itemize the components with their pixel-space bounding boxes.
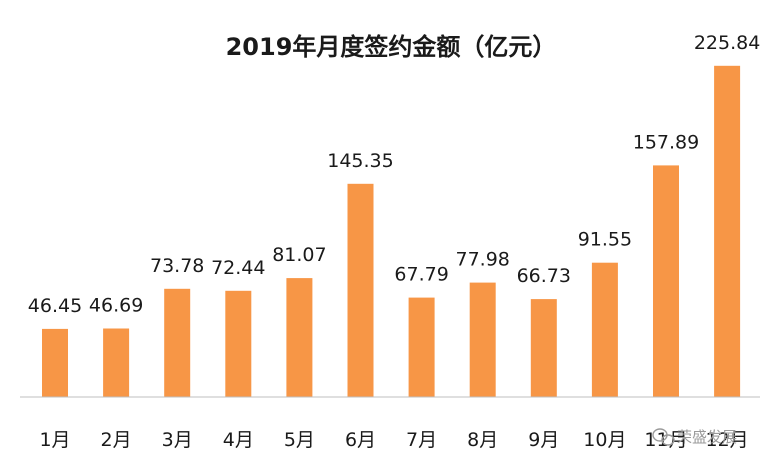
bar-9 xyxy=(530,299,557,397)
value-label-4: 72.44 xyxy=(211,257,265,279)
value-label-1: 46.45 xyxy=(28,295,82,317)
x-tick-label-3: 3月 xyxy=(162,429,193,451)
watermark-text: 荣盛发展 xyxy=(677,428,737,446)
x-tick-label-9: 9月 xyxy=(528,429,559,451)
value-label-11: 157.89 xyxy=(633,131,699,153)
bar-1 xyxy=(42,328,68,397)
bar-7 xyxy=(408,297,435,397)
x-tick-label-1: 1月 xyxy=(39,429,70,451)
wechat-icon xyxy=(652,428,675,446)
x-tick-labels-group: 1月 2月 3月 4月 5月 6月 7月 8月 9月 10月 11月 12月 xyxy=(39,429,748,451)
x-tick-label-7: 7月 xyxy=(406,429,437,451)
bar-10 xyxy=(591,262,618,397)
value-label-3: 73.78 xyxy=(150,255,204,277)
watermark: 荣盛发展 xyxy=(652,428,737,446)
x-tick-label-5: 5月 xyxy=(284,429,315,451)
bar-3 xyxy=(164,288,191,397)
value-label-5: 81.07 xyxy=(272,244,326,266)
bar-12 xyxy=(714,65,741,398)
x-tick-label-2: 2月 xyxy=(101,429,132,451)
value-label-6: 145.35 xyxy=(327,150,393,172)
x-tick-label-11: 11月 xyxy=(644,429,687,451)
bar-8 xyxy=(469,282,496,397)
bars-group xyxy=(42,65,741,398)
bar-11 xyxy=(653,165,679,397)
bar-2 xyxy=(103,328,130,397)
x-tick-label-4: 4月 xyxy=(223,429,254,451)
value-labels-group: 46.45 46.69 73.78 72.44 81.07 145.35 67.79 77.9… xyxy=(28,32,761,317)
value-label-7: 67.79 xyxy=(394,264,448,286)
x-tick-label-10: 10月 xyxy=(583,429,626,451)
value-label-10: 91.55 xyxy=(578,229,632,251)
x-tick-label-12: 12月 xyxy=(706,429,749,451)
x-tick-label-6: 6月 xyxy=(345,429,376,451)
chart-title: 2019年月度签约金额（亿元） xyxy=(226,33,557,61)
value-label-9: 66.73 xyxy=(517,265,571,287)
bar-5 xyxy=(286,278,313,397)
value-label-12: 225.84 xyxy=(694,32,760,54)
x-tick-label-8: 8月 xyxy=(467,429,498,451)
value-label-8: 77.98 xyxy=(455,249,509,271)
bar-4 xyxy=(225,290,252,397)
value-label-2: 46.69 xyxy=(89,295,143,317)
bar-6 xyxy=(347,183,374,397)
